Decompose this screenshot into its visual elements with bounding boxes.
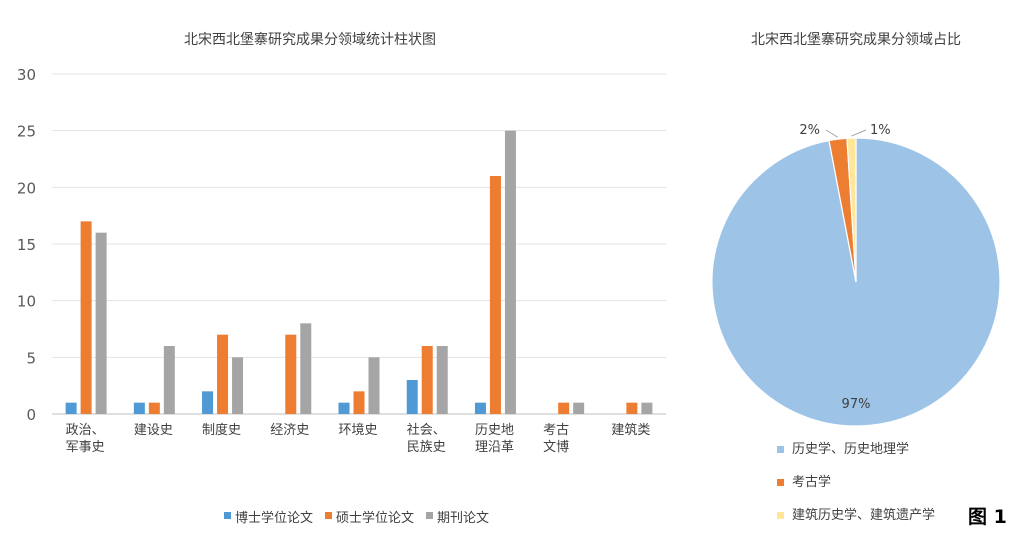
x-tick-label-line: 社会、 xyxy=(407,422,446,438)
pie-data-label: 1% xyxy=(870,123,891,138)
x-tick-label-line: 政治、 xyxy=(66,423,105,438)
x-tick-label-line: 理沿革 xyxy=(475,440,514,455)
x-tick-label: 建设史 xyxy=(134,423,173,438)
pie-chart-title: 北宋西北堡寨研究成果分领域占比 xyxy=(751,31,961,48)
bar xyxy=(368,357,380,414)
legend-swatch xyxy=(426,512,433,519)
bar xyxy=(285,334,297,414)
legend-label: 硕士学位论文 xyxy=(336,510,414,526)
bar xyxy=(202,391,214,414)
bar xyxy=(558,402,570,414)
y-tick-label: 5 xyxy=(26,349,36,367)
y-tick-label: 10 xyxy=(17,293,36,311)
bar xyxy=(217,334,229,414)
bar xyxy=(163,346,175,414)
bar xyxy=(133,402,145,414)
x-tick-label-line: 经济史 xyxy=(270,423,309,438)
bar xyxy=(80,221,92,414)
x-tick-label-line: 环境史 xyxy=(339,423,378,438)
y-tick-label: 25 xyxy=(17,123,36,141)
legend-label: 考古学 xyxy=(792,474,831,490)
bar xyxy=(338,402,350,414)
y-tick-label: 0 xyxy=(26,406,36,424)
legend-swatch xyxy=(777,512,784,519)
pie-data-label: 97% xyxy=(842,397,871,412)
bar xyxy=(65,402,77,414)
pie-data-label: 2% xyxy=(799,123,820,138)
legend-swatch xyxy=(777,446,784,453)
x-tick-label: 历史地理沿革 xyxy=(475,423,514,455)
x-tick-label-line: 文博 xyxy=(543,440,569,455)
x-tick-label-line: 历史地 xyxy=(475,423,514,438)
bar xyxy=(95,232,107,414)
bar xyxy=(232,357,244,414)
x-tick-label-line: 民族史 xyxy=(407,439,446,455)
bar xyxy=(489,176,501,414)
bar xyxy=(474,402,486,414)
x-tick-label: 政治、军事史 xyxy=(66,423,105,455)
x-tick-label: 社会、民族史 xyxy=(407,422,446,455)
bar xyxy=(504,130,516,414)
bar xyxy=(626,402,638,414)
x-tick-label: 考古文博 xyxy=(543,423,569,455)
legend-label: 博士学位论文 xyxy=(235,510,313,526)
x-tick-label: 环境史 xyxy=(339,423,378,438)
bar-chart-title: 北宋西北堡寨研究成果分领域统计柱状图 xyxy=(184,31,436,48)
x-tick-label-line: 军事史 xyxy=(66,440,105,455)
y-tick-label: 30 xyxy=(17,66,36,84)
figure-label: 图 1 xyxy=(968,506,1007,528)
legend-swatch xyxy=(224,512,231,519)
x-tick-label: 建筑类 xyxy=(611,422,650,438)
y-tick-label: 20 xyxy=(17,179,36,197)
bar xyxy=(406,380,418,414)
x-tick-label: 经济史 xyxy=(270,423,309,438)
x-tick-label-line: 建设史 xyxy=(134,423,173,438)
legend-label: 期刊论文 xyxy=(437,511,489,526)
x-tick-label-line: 考古 xyxy=(543,423,569,438)
pie-slice xyxy=(846,137,857,283)
x-tick-label-line: 制度史 xyxy=(202,422,241,438)
legend-label: 历史学、历史地理学 xyxy=(792,441,909,457)
bar xyxy=(300,323,312,414)
bar xyxy=(421,346,433,414)
bar xyxy=(353,391,365,414)
legend-swatch xyxy=(777,479,784,486)
pie-leader-line xyxy=(825,129,838,138)
y-tick-label: 15 xyxy=(17,236,36,254)
pie-leader-line xyxy=(851,129,867,137)
pie-chart: 北宋西北堡寨研究成果分领域占比 97% 2% 1% 历史学、历史地理学考古学建筑历史学、… xyxy=(711,31,1001,523)
bar xyxy=(148,402,160,414)
bar xyxy=(641,402,653,414)
legend-swatch xyxy=(325,512,332,519)
legend-label: 建筑历史学、建筑遗产学 xyxy=(792,507,935,523)
bar-chart: 北宋西北堡寨研究成果分领域统计柱状图 0 5 10 15 20 25 30 政治、军事史 建设史 制… xyxy=(17,31,666,526)
x-tick-label-line: 建筑类 xyxy=(611,422,650,438)
bar xyxy=(436,346,448,414)
x-tick-label: 制度史 xyxy=(202,422,241,438)
bar xyxy=(573,402,585,414)
